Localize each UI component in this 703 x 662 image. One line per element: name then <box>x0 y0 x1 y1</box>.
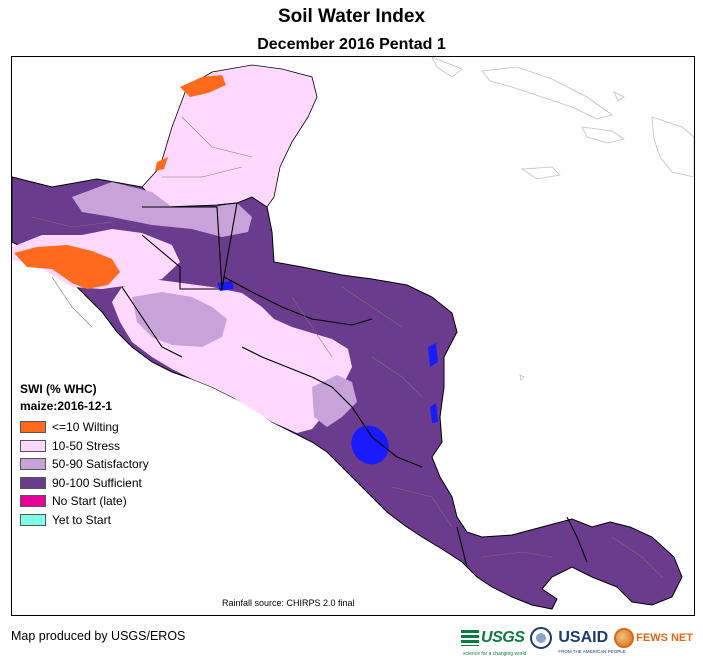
fews-net-logo: FEWS NET <box>614 628 693 648</box>
usgs-logo: USGS science for a changing world <box>461 629 526 657</box>
usgs-logo-text: USGS <box>481 629 525 646</box>
legend-label: Yet to Start <box>52 512 111 527</box>
usgs-tagline: science for a changing world <box>463 651 527 657</box>
legend-swatch <box>20 495 46 508</box>
legend-label: 90-100 Sufficient <box>52 475 142 490</box>
legend-title: SWI (% WHC) <box>20 382 97 396</box>
lake-nicaragua <box>351 425 389 465</box>
land-wilting-west <box>14 245 120 289</box>
land-wilting-yucatan <box>180 75 226 97</box>
legend-swatch <box>20 421 46 434</box>
map-credit: Map produced by USGS/EROS <box>11 629 186 643</box>
legend-item-no-start: No Start (late) <box>20 492 149 511</box>
legend-subtitle: maize:2016-12-1 <box>20 399 113 413</box>
water-patch-east <box>428 343 438 367</box>
legend-item-wilting: <=10 Wilting <box>20 418 149 437</box>
rainfall-source-note: Rainfall source: CHIRPS 2.0 final <box>222 598 355 608</box>
land-wilting-strip <box>155 157 168 171</box>
land-satisfactory-north <box>72 182 252 237</box>
legend-label: <=10 Wilting <box>52 420 119 435</box>
admin-borders <box>31 116 663 578</box>
globe-icon <box>614 628 635 648</box>
legend-item-yet-to-start: Yet to Start <box>20 511 149 530</box>
fews-net-logo-text: FEWS NET <box>636 632 693 644</box>
caribbean-islands <box>431 57 694 381</box>
map-title: Soil Water Index <box>277 6 426 27</box>
legend-label: No Start (late) <box>52 494 127 509</box>
map-frame <box>11 56 695 616</box>
legend-swatch <box>20 439 46 452</box>
partner-logos: USGS science for a changing world USAID … <box>461 623 693 657</box>
country-borders <box>121 202 588 568</box>
legend-label: 10-50 Stress <box>52 438 121 453</box>
usaid-logo: USAID FROM THE AMERICAN PEOPLE <box>558 629 625 654</box>
map-legend: SWI (% WHC) maize:2016-12-1 <=10 Wilting… <box>20 382 149 529</box>
map-subtitle: December 2016 Pentad 1 <box>257 36 446 53</box>
land-satisfactory-central <box>132 292 227 347</box>
legend-swatch <box>20 476 46 489</box>
legend-item-satisfactory: 50-90 Satisfactory <box>20 455 149 474</box>
usaid-logo-text: USAID <box>558 629 609 646</box>
map-canvas <box>12 57 694 610</box>
legend-label: 50-90 Satisfactory <box>52 457 149 472</box>
legend-swatch <box>20 513 46 526</box>
usaid-tagline: FROM THE AMERICAN PEOPLE <box>558 649 626 654</box>
land-stress-yucatan <box>141 64 318 208</box>
land-satisfactory-nicaragua <box>312 375 357 427</box>
legend-item-stress: 10-50 Stress <box>20 437 149 456</box>
water-patch-coast <box>430 403 438 423</box>
usaid-seal-icon <box>530 627 553 649</box>
legend-swatch <box>20 458 46 471</box>
legend-item-sufficient: 90-100 Sufficient <box>20 474 149 493</box>
usgs-wave-icon <box>461 630 480 646</box>
